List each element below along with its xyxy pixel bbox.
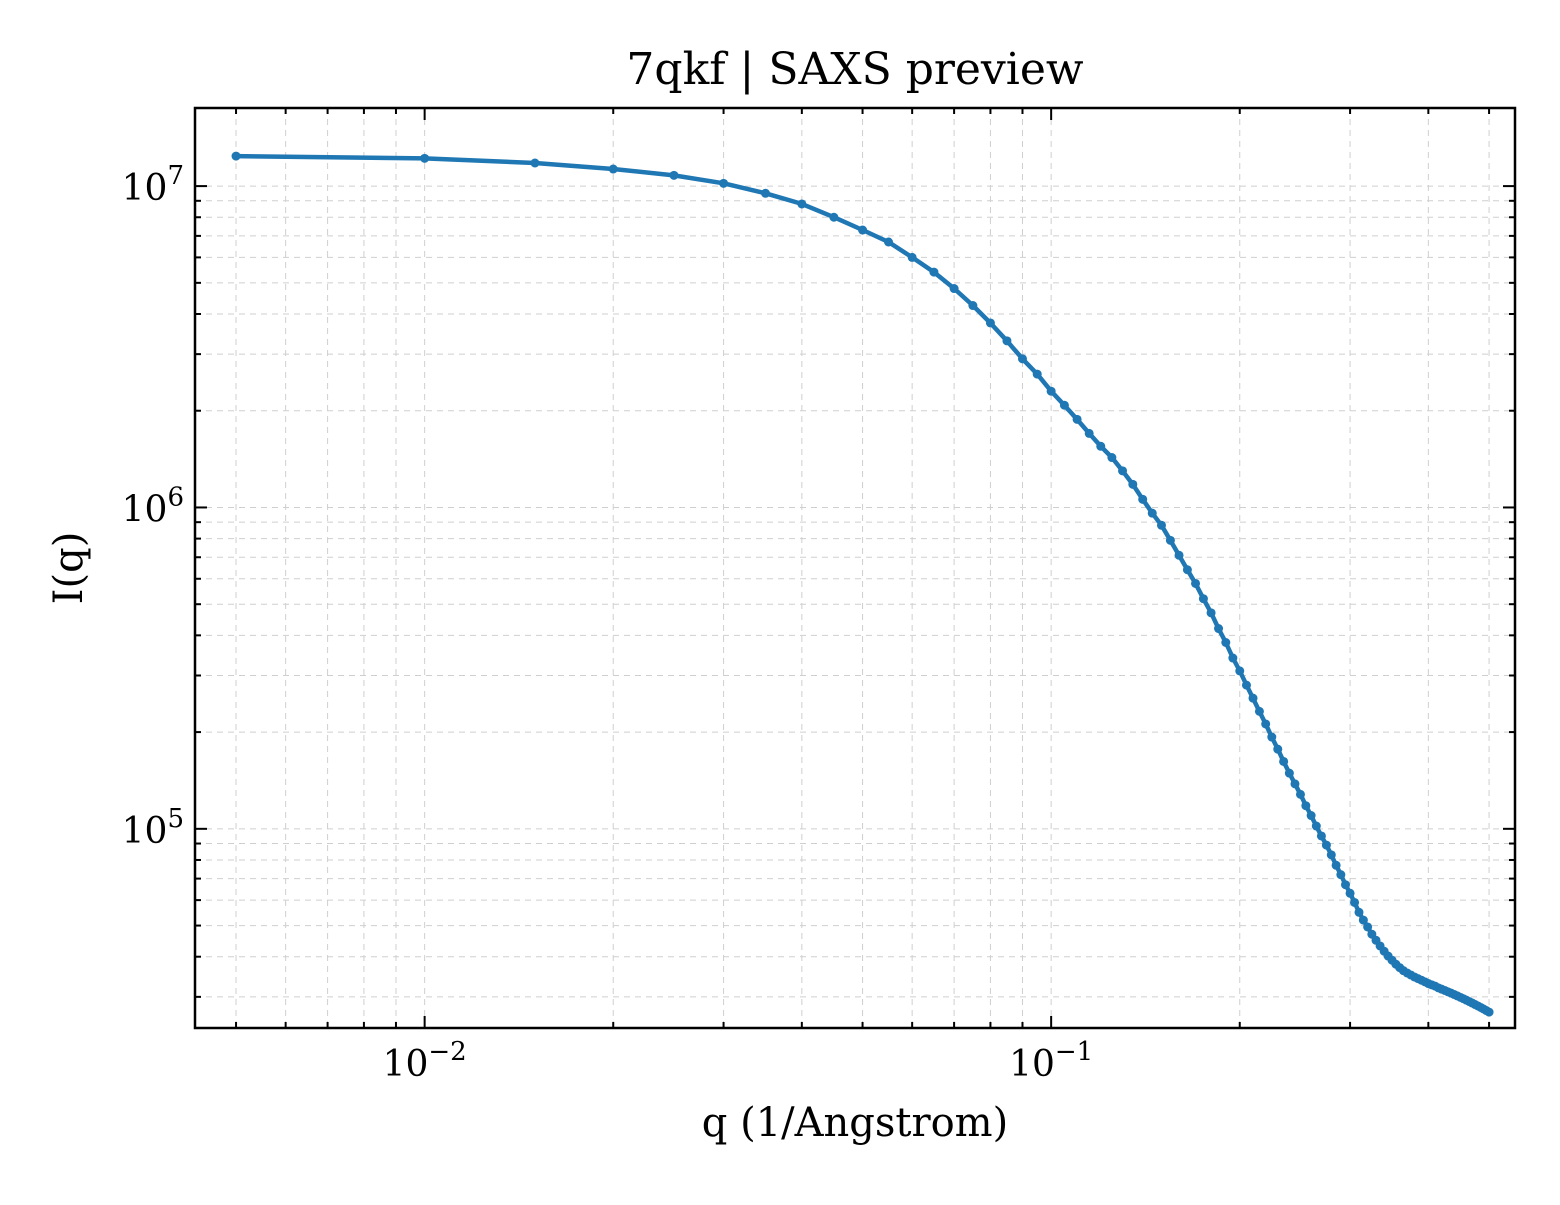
data-point — [929, 267, 939, 277]
data-point — [1118, 466, 1128, 476]
data-point — [1198, 594, 1208, 604]
data-point — [1147, 508, 1157, 518]
data-point — [949, 284, 959, 294]
data-point — [1326, 850, 1336, 860]
data-point — [1311, 821, 1321, 831]
data-point — [1363, 922, 1373, 932]
data-point — [530, 158, 540, 168]
data-point — [829, 212, 839, 222]
data-point — [1295, 789, 1305, 799]
data-point — [858, 225, 868, 235]
data-point — [1354, 907, 1364, 917]
x-tick-label: 10−1 — [1009, 1037, 1093, 1085]
data-point — [1336, 870, 1346, 880]
data-point — [1321, 840, 1331, 850]
data-point — [1156, 520, 1166, 530]
data-point — [1345, 888, 1355, 898]
data-point — [1341, 880, 1351, 890]
data-point — [1484, 1007, 1494, 1017]
data-point — [1290, 779, 1300, 789]
data-point — [608, 164, 618, 174]
data-point — [1182, 565, 1192, 575]
tick-labels: 10−2 10−1 105 106 107 — [122, 161, 1094, 1085]
data-point — [1084, 428, 1094, 438]
y-tick-label: 105 — [122, 804, 184, 852]
data-point — [1072, 414, 1082, 424]
data-point — [1248, 693, 1258, 703]
data-point — [1350, 897, 1360, 907]
data-point — [1254, 706, 1264, 716]
y-tick-label: 106 — [122, 482, 184, 530]
data-point — [1059, 400, 1069, 410]
data-point — [1165, 535, 1175, 545]
data-point — [1128, 479, 1138, 489]
data-point — [1316, 831, 1326, 841]
data-point — [1267, 732, 1277, 742]
data-point — [1221, 638, 1231, 648]
data-point — [761, 188, 771, 198]
data-point — [1331, 860, 1341, 870]
data-point — [420, 153, 430, 163]
data-point — [1261, 719, 1271, 729]
data-point — [797, 199, 807, 209]
x-axis-label: q (1/Angstrom) — [702, 1100, 1008, 1146]
data-point — [1235, 666, 1245, 676]
data-point — [1046, 386, 1056, 396]
data-point — [1107, 453, 1117, 463]
data-point — [1214, 624, 1224, 634]
data-point — [1273, 744, 1283, 754]
data-point — [1096, 441, 1106, 451]
data-point — [231, 151, 241, 161]
data-point — [719, 178, 729, 188]
data-point — [1306, 811, 1316, 821]
data-point — [1301, 801, 1311, 811]
data-point — [1138, 494, 1148, 504]
data-point — [1284, 768, 1294, 778]
data-point — [985, 318, 995, 328]
data-point — [968, 301, 978, 311]
data-point — [1032, 369, 1042, 379]
y-tick-label: 107 — [122, 161, 184, 209]
data-point — [907, 252, 917, 262]
data-point — [1191, 578, 1201, 588]
x-tick-label: 10−2 — [383, 1037, 467, 1085]
data-point — [1017, 354, 1027, 364]
data-point — [669, 170, 679, 180]
data-point — [1228, 653, 1238, 663]
data-point — [1279, 756, 1289, 766]
y-axis-label: I(q) — [46, 532, 92, 605]
data-point — [1358, 915, 1368, 925]
series-layer — [231, 151, 1494, 1017]
data-point — [1002, 336, 1012, 346]
chart-title: 7qkf | SAXS preview — [626, 44, 1083, 95]
plot-frame — [193, 106, 1517, 1030]
data-point — [1174, 550, 1184, 560]
data-point — [1206, 608, 1216, 618]
data-point — [883, 237, 893, 247]
data-point — [1241, 680, 1251, 690]
grid — [195, 108, 1515, 1028]
axis-ticks — [195, 108, 1515, 1028]
